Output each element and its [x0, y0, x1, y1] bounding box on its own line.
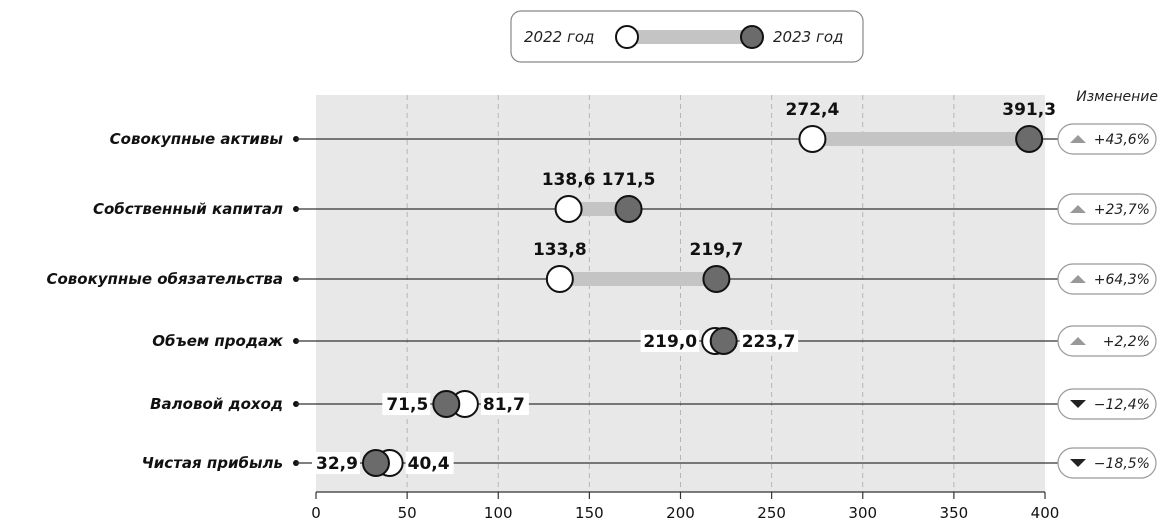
change-badge: [1057, 447, 1157, 479]
marker-2023: [709, 327, 738, 355]
value-label-2022: 81,7: [483, 395, 525, 415]
value-label-2022: 133,8: [533, 240, 587, 260]
rows: Совокупные активы 272,4 391,3 +43,6% Собстве…: [46, 100, 1157, 479]
category-label: Совокупные активы: [110, 130, 284, 148]
change-value: −12,4%: [1094, 397, 1150, 413]
value-label-2022: 219,0: [643, 332, 697, 352]
category-label: Совокупные обязательства: [46, 270, 283, 288]
marker-2023: [1015, 125, 1044, 153]
chart-row: Совокупные обязательства 133,8 219,7 +64,3%: [46, 240, 1157, 295]
arrow-down-icon: [1070, 459, 1086, 467]
change-badge: [1057, 263, 1157, 295]
tick-label: 300: [848, 504, 877, 522]
label-mask: [382, 393, 431, 415]
category-label: Валовой доход: [150, 395, 283, 413]
marker-2023: [702, 265, 731, 293]
change-badge: [1057, 123, 1157, 155]
marker-2023: [614, 195, 643, 223]
category-label: Чистая прибыль: [142, 454, 283, 472]
change-badge: [1057, 193, 1157, 225]
change-header: Изменение: [1076, 89, 1158, 105]
tick-label: 100: [484, 504, 513, 522]
category-label: Объем продаж: [152, 332, 284, 350]
value-label-2023: 71,5: [386, 395, 428, 415]
arrow-up-icon: [1070, 275, 1086, 283]
tick-label: 400: [1031, 504, 1060, 522]
marker-2023: [361, 449, 390, 477]
arrow-up-icon: [1070, 205, 1086, 213]
marker-2023: [432, 390, 461, 418]
value-label-2023: 171,5: [602, 170, 656, 190]
chart-row: Собственный капитал 138,6 171,5 +23,7%: [93, 170, 1157, 225]
arrow-down-icon: [1070, 400, 1086, 408]
x-axis-ticks: 0 50 100 150 200 250 300 350 400: [311, 492, 1059, 522]
legend-marker-2022: [615, 25, 639, 49]
legend-label-2022: 2022 год: [524, 28, 594, 46]
tick-label: 0: [311, 504, 321, 522]
change-badge: [1057, 325, 1157, 357]
tick-label: 250: [757, 504, 786, 522]
chart-row: Чистая прибыль 32,9 40,4 −18,5%: [142, 447, 1157, 479]
label-mask: [311, 452, 360, 474]
change-badge: [1057, 388, 1157, 420]
change-value: +23,7%: [1094, 202, 1150, 218]
value-label-2023: 391,3: [1002, 100, 1056, 120]
change-value: −18,5%: [1094, 456, 1150, 472]
change-value: +2,2%: [1103, 334, 1150, 350]
tick-label: 50: [398, 504, 417, 522]
arrow-up-icon: [1070, 337, 1086, 345]
marker-2022: [798, 125, 827, 153]
value-label-2023: 219,7: [690, 240, 744, 260]
legend-marker-2023: [740, 25, 764, 49]
marker-2022: [554, 195, 583, 223]
arrow-up-icon: [1070, 135, 1086, 143]
legend: 2022 год 2023 год: [510, 10, 864, 63]
label-mask: [739, 330, 799, 352]
value-label-2023: 223,7: [742, 332, 796, 352]
chart-row: Совокупные активы 272,4 391,3 +43,6%: [110, 100, 1157, 155]
legend-label-2023: 2023 год: [773, 28, 843, 46]
label-mask: [405, 452, 454, 474]
value-label-2022: 272,4: [786, 100, 840, 120]
category-label: Собственный капитал: [93, 200, 283, 218]
change-value: +64,3%: [1094, 272, 1150, 288]
tick-label: 200: [666, 504, 695, 522]
gridlines: [406, 95, 955, 492]
tick-label: 150: [575, 504, 604, 522]
chart-row: Валовой доход 71,5 81,7 −12,4%: [150, 388, 1157, 420]
value-label-2022: 40,4: [408, 454, 450, 474]
change-value: +43,6%: [1094, 132, 1150, 148]
label-mask: [480, 393, 529, 415]
value-label-2022: 138,6: [542, 170, 596, 190]
value-label-2023: 32,9: [316, 454, 358, 474]
marker-2022: [545, 265, 574, 293]
chart-row: Объем продаж 219,0 223,7 +2,2%: [152, 325, 1157, 357]
label-mask: [640, 330, 700, 352]
tick-label: 350: [940, 504, 969, 522]
